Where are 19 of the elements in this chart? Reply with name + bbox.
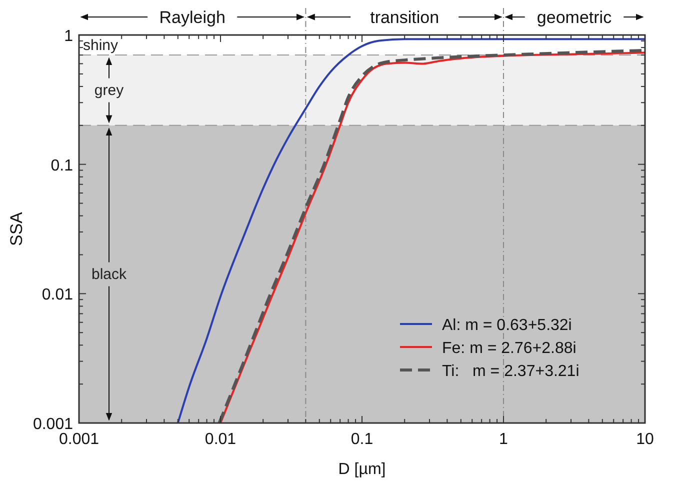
y-tick-label: 1 [64,28,74,45]
text: geometric [536,8,612,27]
x-axis-title: D [µm] [338,461,386,478]
x-tick-label: 0.01 [204,431,236,448]
legend-label: Al: m = 0.63+5.32i [442,317,572,334]
legend-label: Ti: m = 2.37+3.21i [442,363,580,380]
annotation: shiny [83,37,119,54]
x-tick-label: 1 [499,431,508,448]
x-tick-label: 0.1 [350,431,374,448]
legend-label: Fe: m = 2.76+2.88i [442,340,576,357]
y-tick-label: 0.01 [42,286,74,304]
band-label: black [91,266,127,284]
y-tick-label: 0.1 [50,157,74,174]
band-label: grey [94,82,124,100]
y-axis-title: SSA [7,211,26,246]
y-tick-label: 0.001 [32,416,74,433]
text: transition [370,8,440,27]
x-tick-label: 10 [636,431,654,448]
text: Rayleigh [159,8,226,27]
